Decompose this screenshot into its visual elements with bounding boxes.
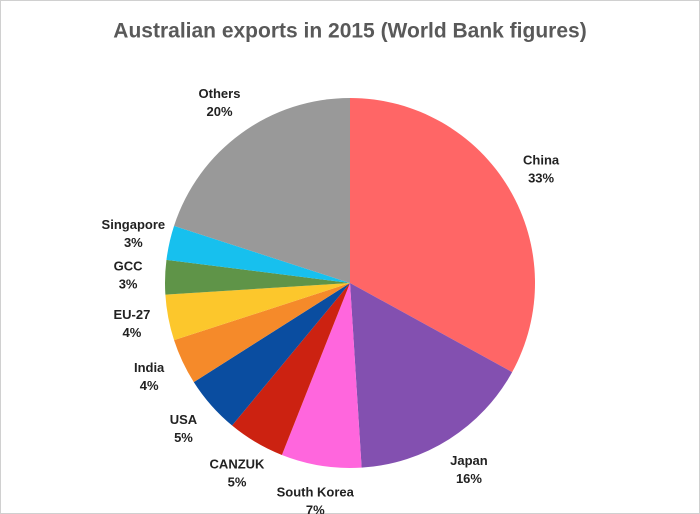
slice-label: China: [523, 152, 560, 167]
slice-value-label: 7%: [306, 503, 325, 514]
slice-value-label: 4%: [123, 325, 142, 340]
slice-value-label: 5%: [174, 430, 193, 445]
pie-slice: [165, 283, 350, 341]
pie-slice: [174, 283, 350, 383]
slice-value-label: 33%: [528, 170, 554, 185]
pie-slice: [165, 259, 350, 295]
slice-value-label: 3%: [124, 235, 143, 250]
slice-label: EU-27: [114, 307, 151, 322]
pie-slice: [174, 98, 350, 283]
slice-label: India: [134, 360, 165, 375]
pie-slice: [166, 225, 350, 283]
slice-value-label: 20%: [206, 104, 232, 119]
slice-value-label: 4%: [140, 378, 159, 393]
slice-label: Others: [199, 86, 241, 101]
slice-value-label: 5%: [228, 475, 247, 490]
chart-title: Australian exports in 2015 (World Bank f…: [113, 20, 586, 43]
slice-label: CANZUK: [210, 457, 265, 472]
slice-label: Singapore: [102, 217, 166, 232]
slice-label: Japan: [450, 453, 488, 468]
pie-slice: [232, 283, 350, 456]
slice-label: USA: [170, 412, 198, 427]
slice-label: GCC: [114, 258, 144, 273]
slice-value-label: 3%: [119, 276, 138, 291]
pie-slice: [350, 283, 513, 468]
slice-label: South Korea: [277, 485, 355, 500]
slice-value-label: 16%: [456, 471, 482, 486]
pie-slice: [350, 98, 535, 373]
pie-slice: [281, 283, 362, 468]
pie-slice: [193, 283, 350, 426]
